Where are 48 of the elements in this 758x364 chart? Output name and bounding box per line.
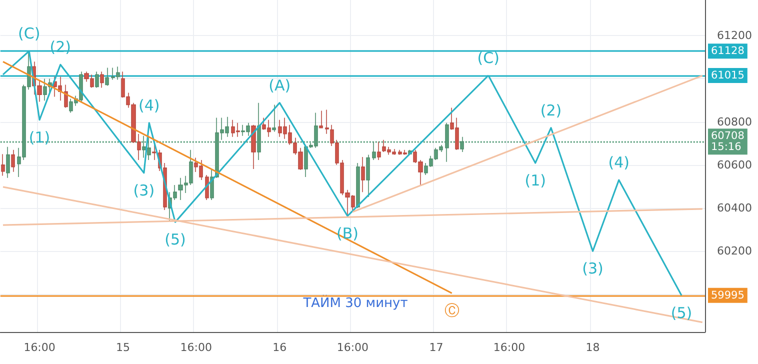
- x-tick-label: 17: [429, 341, 444, 354]
- y-tick-label: 60200: [717, 244, 752, 258]
- y-tick-label: 60800: [717, 115, 752, 128]
- candlestick: [272, 104, 276, 132]
- annotation: (5): [164, 230, 186, 249]
- y-tick-label: 61200: [717, 29, 752, 42]
- annotation: (C): [18, 24, 40, 43]
- annotation: ТАЙМ 30 минут: [302, 294, 408, 311]
- candlestick: [152, 142, 156, 160]
- x-tick-label: 16:00: [24, 341, 56, 354]
- y-tick-label: 60400: [717, 202, 752, 215]
- candlestick: [319, 110, 323, 128]
- annotation: Ⓒ: [444, 302, 460, 320]
- ref-line-label: 61128: [711, 45, 744, 58]
- annotation: (3): [133, 181, 155, 200]
- annotation: (1): [28, 128, 50, 146]
- candlestick: [377, 141, 381, 160]
- x-tick-label: 15: [116, 341, 130, 354]
- annotation: (3): [582, 260, 604, 278]
- candlestick: [11, 149, 15, 172]
- candlestick: [325, 109, 329, 134]
- candlestick: [105, 67, 109, 86]
- candlestick: [366, 154, 370, 198]
- annotation: (4): [608, 154, 630, 172]
- annotation: (A): [268, 76, 291, 94]
- candlestick: [356, 162, 360, 208]
- y-tick-label: 60600: [717, 158, 752, 172]
- annotation: (2): [540, 101, 562, 120]
- annotation: (5): [670, 304, 692, 322]
- x-tick-label: 16:00: [180, 341, 212, 354]
- annotation: (C): [477, 48, 500, 67]
- annotation: (4): [138, 96, 160, 114]
- candlestick: [6, 146, 10, 178]
- ref-line-label: 60708 15:16: [711, 130, 744, 154]
- x-tick-label: 16:00: [493, 341, 526, 354]
- candlestick: [361, 156, 365, 192]
- candlestick: [1, 154, 5, 176]
- candlestick: [251, 124, 256, 170]
- x-tick-label: 18: [586, 341, 600, 354]
- ref-line-label: 61015: [711, 69, 744, 82]
- annotation: (B): [336, 224, 358, 243]
- annotation: (1): [524, 171, 546, 190]
- candlestick: [95, 71, 99, 88]
- ref-line-label: 59995: [711, 289, 744, 302]
- candlestick: [64, 84, 68, 108]
- x-tick-label: 16:00: [336, 341, 369, 354]
- candlestick: [100, 71, 104, 88]
- x-tick-label: 16: [272, 341, 287, 354]
